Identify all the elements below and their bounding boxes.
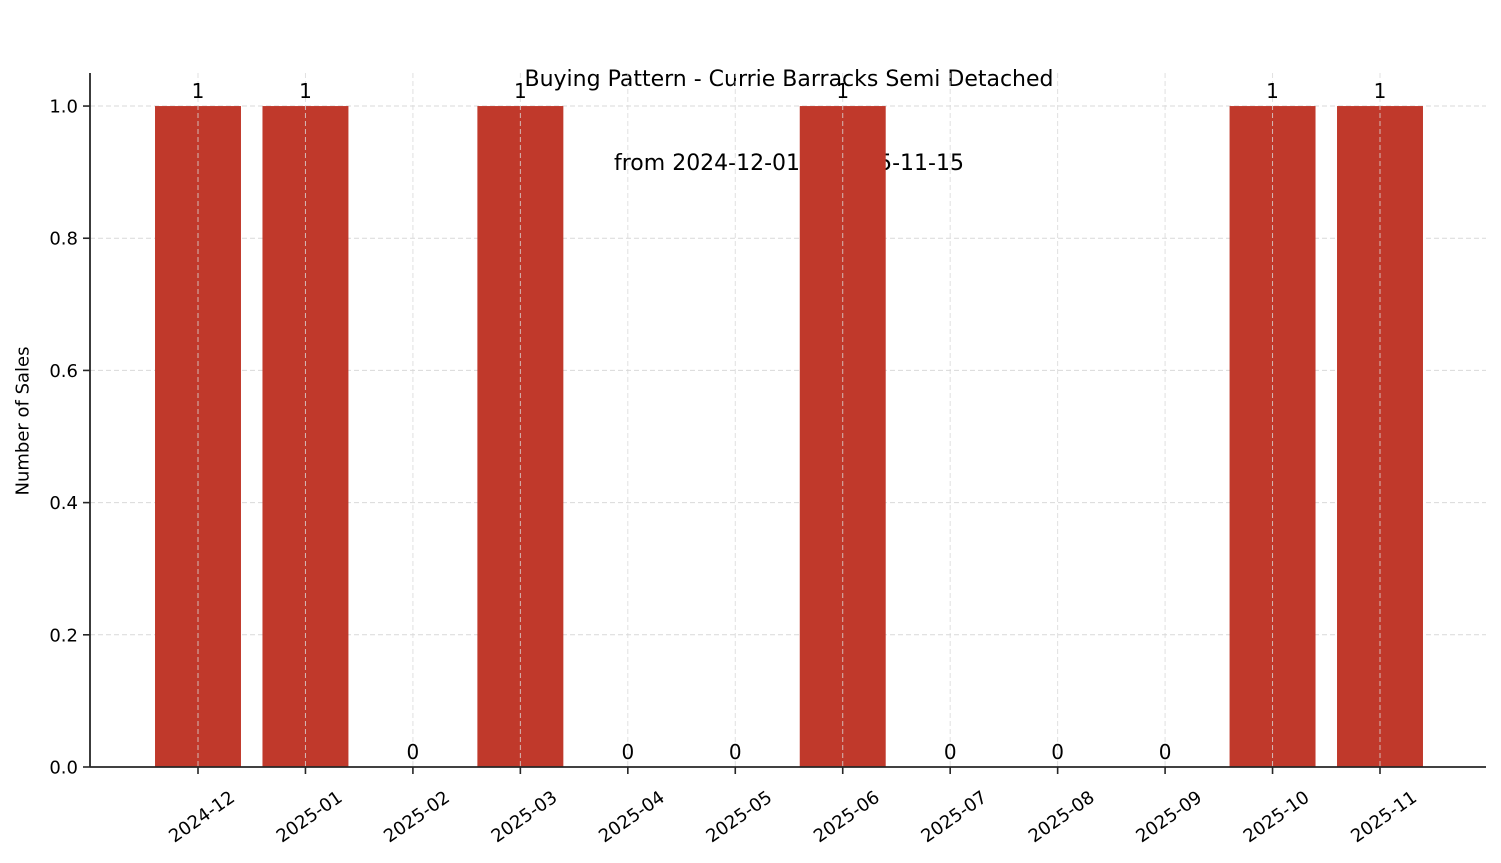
- y-tick-label: 0.8: [49, 229, 78, 250]
- chart-title-line1: Buying Pattern - Currie Barracks Semi De…: [524, 67, 1054, 92]
- bar-value-label: 0: [944, 740, 957, 764]
- bar-value-label: 1: [514, 79, 527, 103]
- x-tick-label: 2025-02: [380, 787, 454, 847]
- x-tick-label: 2025-10: [1240, 787, 1314, 847]
- bar-value-labels: 1 1 0 1 0 0 1 0 0 0 1 1: [192, 79, 1387, 764]
- bar-value-label: 0: [621, 740, 634, 764]
- bar-value-label: 1: [1266, 79, 1279, 103]
- y-tick-label: 0.6: [49, 361, 78, 382]
- x-tick-label: 2025-09: [1132, 787, 1206, 847]
- y-tick-label: 0.0: [49, 758, 78, 779]
- y-tick-label: 0.2: [49, 625, 78, 646]
- x-tick-label: 2025-01: [273, 787, 347, 847]
- x-tick-label: 2025-05: [702, 787, 776, 847]
- y-tick-label: 1.0: [49, 97, 78, 118]
- bar-value-label: 0: [1051, 740, 1064, 764]
- bar-value-label: 0: [407, 740, 420, 764]
- x-tick-label: 2025-04: [595, 787, 669, 847]
- x-tick-label: 2025-07: [917, 787, 991, 847]
- x-tick-label: 2025-06: [810, 787, 884, 847]
- bar-value-label: 1: [1374, 79, 1387, 103]
- x-tick-label: 2024-12: [165, 787, 239, 847]
- bar-value-label: 0: [1159, 740, 1172, 764]
- x-tick-label: 2025-08: [1025, 787, 1099, 847]
- bar-value-label: 1: [299, 79, 312, 103]
- chart-title: Buying Pattern - Currie Barracks Semi De…: [0, 10, 1501, 206]
- x-axis-ticks: 2024-12 2025-01 2025-02 2025-03 2025-04 2025-…: [165, 767, 1421, 847]
- axes: [89, 73, 1486, 768]
- bar-value-label: 1: [192, 79, 205, 103]
- bars: [155, 106, 1423, 768]
- bar-value-label: 0: [729, 740, 742, 764]
- y-tick-label: 0.4: [49, 493, 78, 514]
- x-tick-label: 2025-03: [488, 787, 562, 847]
- bar-value-label: 1: [836, 79, 849, 103]
- x-tick-label: 2025-11: [1347, 787, 1421, 847]
- y-axis-ticks: 0.0 0.2 0.4 0.6 0.8 1.0: [49, 97, 90, 779]
- vertical-grid-lines: [197, 73, 1381, 767]
